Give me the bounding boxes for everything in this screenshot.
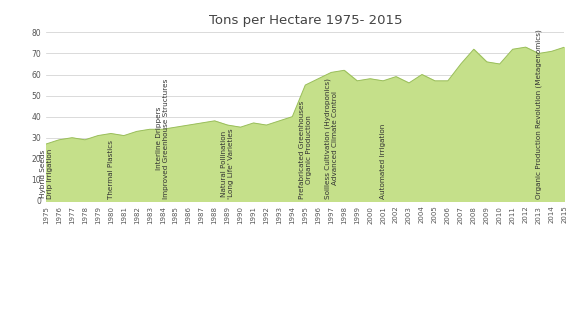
Text: Interline Drippers
Improved Greenhouse Structures: Interline Drippers Improved Greenhouse S…	[156, 78, 169, 199]
Title: Tons per Hectare 1975- 2015: Tons per Hectare 1975- 2015	[209, 14, 402, 27]
Text: Prefabricated Greenhouses
Organic Production: Prefabricated Greenhouses Organic Produc…	[299, 100, 312, 199]
Text: Automated Irrigation: Automated Irrigation	[380, 123, 386, 199]
Text: Organic Production Revolution (Metagenomics): Organic Production Revolution (Metagenom…	[535, 29, 542, 199]
Text: Soilless Cultivation (Hydroponics)
Advanced Climate Control: Soilless Cultivation (Hydroponics) Advan…	[324, 78, 338, 199]
Text: Thermal Plastics: Thermal Plastics	[108, 140, 114, 199]
Text: Natural Pollination
'Long Life' Varieties: Natural Pollination 'Long Life' Varietie…	[221, 128, 234, 199]
Text: Hybrid Seeds
Drip Irrigation: Hybrid Seeds Drip Irrigation	[40, 148, 52, 199]
